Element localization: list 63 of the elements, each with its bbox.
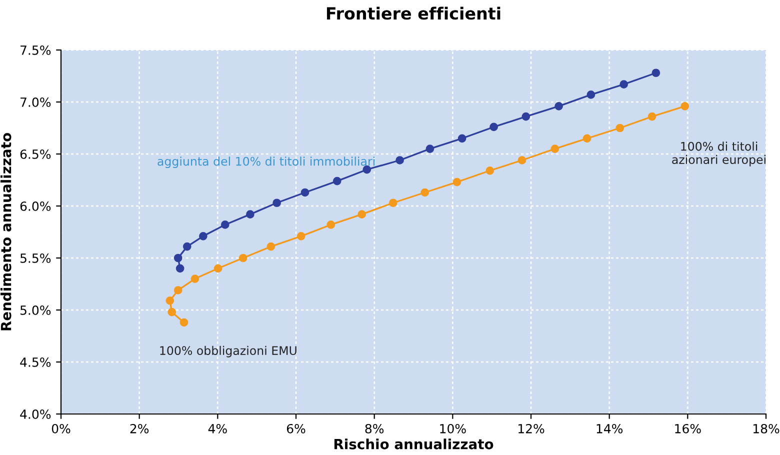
point [332, 176, 342, 186]
point [388, 198, 398, 208]
point [214, 264, 222, 273]
point [166, 296, 174, 305]
point [518, 156, 526, 164]
x-tick-label: 18% [753, 424, 780, 434]
point [246, 210, 254, 218]
point [296, 232, 306, 240]
chart-title: Frontiere efficienti [326, 6, 500, 20]
x-tick-label: 4% [208, 424, 227, 434]
x-tick-label: 8% [365, 424, 384, 434]
point [680, 102, 690, 110]
point [420, 188, 430, 197]
point [486, 166, 494, 175]
x-axis-title: Rischio annualizzato [334, 438, 494, 450]
y-tick-label: 6.5% [20, 149, 51, 159]
point [300, 188, 310, 197]
point [220, 220, 230, 229]
y-tick-label: 5.0% [20, 305, 51, 315]
y-tick-label: 4.0% [20, 409, 51, 419]
point [490, 122, 498, 132]
point [396, 156, 404, 164]
point [550, 144, 560, 153]
x-tick-label: 0% [52, 424, 70, 434]
point [180, 318, 188, 327]
annotation: aggiunta del 10% di titoli immobiliari [158, 156, 375, 168]
point [199, 232, 208, 240]
point [358, 210, 366, 218]
point [190, 274, 200, 283]
y-tick-label: 7.5% [20, 45, 51, 55]
point [174, 286, 182, 294]
point [238, 254, 248, 262]
annotation: 100% di titoli azionari europei [672, 142, 766, 166]
point [182, 242, 192, 251]
x-tick-label: 14% [596, 424, 623, 434]
point [168, 308, 176, 316]
x-tick-label: 2% [130, 424, 149, 434]
y-tick-label: 5.5% [20, 253, 51, 263]
point [522, 112, 530, 121]
point [586, 90, 596, 99]
x-tick-label: 16% [675, 424, 701, 434]
point [582, 134, 592, 143]
point [458, 134, 466, 143]
x-tick-label: 10% [440, 424, 466, 434]
point [326, 220, 336, 229]
point [554, 102, 563, 110]
x-tick-label: 6% [286, 424, 306, 434]
point [272, 198, 281, 208]
x-tick-label: 12% [518, 424, 544, 434]
point [174, 254, 182, 262]
point [176, 264, 184, 273]
point [452, 178, 462, 186]
point [652, 68, 660, 78]
point [266, 242, 276, 251]
annotation: 100% obbligazioni EMU [160, 346, 296, 358]
point [620, 80, 628, 88]
point [426, 144, 434, 153]
y-axis-title: Rendimento annualizzato [0, 133, 12, 330]
y-tick-label: 4.5% [20, 357, 51, 367]
point [648, 112, 656, 121]
y-tick-label: 7.0% [20, 97, 51, 107]
point [616, 124, 624, 132]
y-tick-label: 6.0% [20, 201, 51, 211]
